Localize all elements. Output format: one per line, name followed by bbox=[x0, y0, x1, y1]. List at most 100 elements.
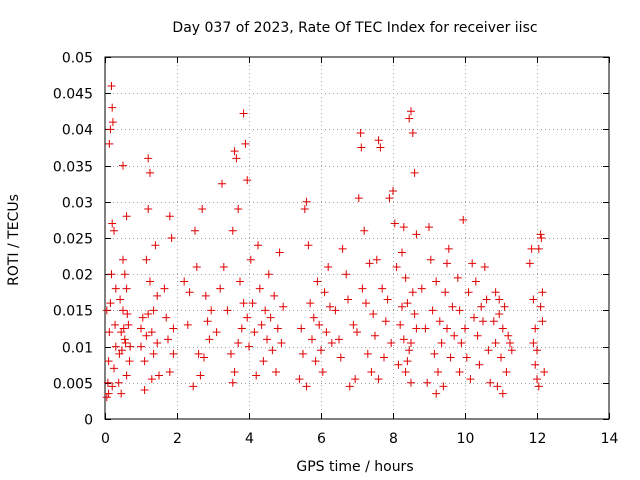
data-point bbox=[185, 288, 194, 297]
data-point bbox=[164, 335, 172, 344]
data-point bbox=[142, 331, 151, 340]
data-point bbox=[255, 284, 264, 293]
data-point bbox=[119, 306, 127, 315]
data-point bbox=[198, 205, 207, 214]
data-point bbox=[105, 328, 114, 337]
data-point bbox=[245, 342, 253, 351]
data-point bbox=[408, 288, 417, 297]
data-point bbox=[162, 313, 171, 322]
data-point bbox=[155, 371, 163, 380]
data-point bbox=[105, 139, 114, 148]
data-point bbox=[457, 338, 466, 347]
data-point bbox=[153, 291, 162, 300]
data-point bbox=[167, 234, 176, 242]
data-point bbox=[443, 259, 451, 268]
data-point bbox=[398, 248, 406, 257]
x-tick-label: 4 bbox=[245, 431, 254, 447]
data-point bbox=[353, 328, 361, 337]
data-point bbox=[540, 367, 549, 376]
data-point bbox=[108, 382, 117, 391]
data-point bbox=[495, 295, 504, 304]
data-point bbox=[236, 277, 244, 286]
data-point bbox=[234, 205, 243, 214]
data-point bbox=[191, 226, 199, 235]
data-point bbox=[110, 364, 118, 373]
y-tick-label: 0.05 bbox=[62, 51, 93, 67]
data-point bbox=[200, 353, 208, 362]
data-point bbox=[218, 179, 226, 188]
data-point bbox=[475, 360, 484, 369]
data-point bbox=[313, 277, 322, 286]
data-point bbox=[525, 259, 534, 268]
data-point bbox=[137, 324, 145, 333]
data-point bbox=[147, 328, 156, 337]
data-point bbox=[405, 346, 414, 355]
data-point bbox=[344, 295, 352, 304]
data-point bbox=[169, 324, 178, 333]
data-point bbox=[207, 306, 216, 315]
data-point bbox=[243, 176, 252, 185]
data-point bbox=[498, 389, 507, 398]
data-point bbox=[387, 338, 396, 347]
grid-lines bbox=[105, 57, 609, 419]
data-point bbox=[122, 212, 131, 221]
data-point bbox=[435, 317, 444, 326]
data-point bbox=[477, 302, 486, 311]
data-point bbox=[407, 378, 415, 387]
data-point bbox=[473, 331, 482, 340]
data-point bbox=[117, 346, 126, 355]
data-point bbox=[351, 375, 360, 384]
data-point bbox=[486, 378, 495, 387]
data-point bbox=[345, 382, 354, 391]
y-tick-label: 0.015 bbox=[53, 304, 93, 320]
data-point bbox=[399, 335, 408, 344]
y-tick-label: 0.03 bbox=[62, 196, 93, 212]
data-point bbox=[111, 320, 120, 329]
data-point bbox=[357, 143, 366, 152]
data-point bbox=[108, 118, 117, 127]
data-point bbox=[121, 338, 130, 347]
data-point bbox=[455, 306, 464, 315]
data-point bbox=[369, 310, 378, 319]
data-point bbox=[403, 299, 412, 308]
data-point bbox=[536, 230, 545, 239]
data-point bbox=[119, 324, 128, 333]
data-point bbox=[297, 324, 306, 333]
data-point bbox=[480, 262, 489, 271]
data-point bbox=[180, 277, 189, 286]
data-point bbox=[248, 299, 257, 308]
x-tick-label: 2 bbox=[173, 431, 182, 447]
data-point bbox=[144, 205, 153, 214]
data-point bbox=[102, 393, 111, 402]
data-point bbox=[534, 382, 543, 391]
data-point bbox=[106, 299, 115, 308]
y-tick-label: 0.045 bbox=[53, 87, 93, 103]
data-point bbox=[107, 270, 116, 279]
data-point bbox=[137, 342, 145, 351]
data-point bbox=[466, 375, 475, 384]
x-axis-label: GPS time / hours bbox=[296, 459, 413, 475]
data-point bbox=[441, 288, 450, 297]
data-point bbox=[538, 317, 547, 326]
data-point bbox=[119, 161, 127, 170]
data-point bbox=[120, 335, 129, 344]
data-point bbox=[489, 317, 498, 326]
data-point bbox=[228, 226, 237, 235]
data-point bbox=[263, 335, 271, 344]
data-point bbox=[142, 255, 151, 264]
data-point bbox=[502, 367, 511, 376]
data-point bbox=[448, 302, 457, 311]
data-point bbox=[160, 284, 169, 293]
data-point bbox=[111, 342, 120, 351]
chart-title: Day 037 of 2023, Rate Of TEC Index for r… bbox=[172, 20, 537, 36]
data-point bbox=[336, 353, 345, 362]
data-point bbox=[108, 219, 117, 228]
data-point bbox=[407, 338, 415, 347]
data-point bbox=[529, 295, 538, 304]
data-point bbox=[122, 371, 131, 380]
data-point bbox=[527, 244, 536, 253]
data-point bbox=[529, 338, 538, 347]
data-point bbox=[138, 313, 147, 322]
data-point bbox=[125, 357, 134, 366]
data-point bbox=[212, 328, 221, 337]
